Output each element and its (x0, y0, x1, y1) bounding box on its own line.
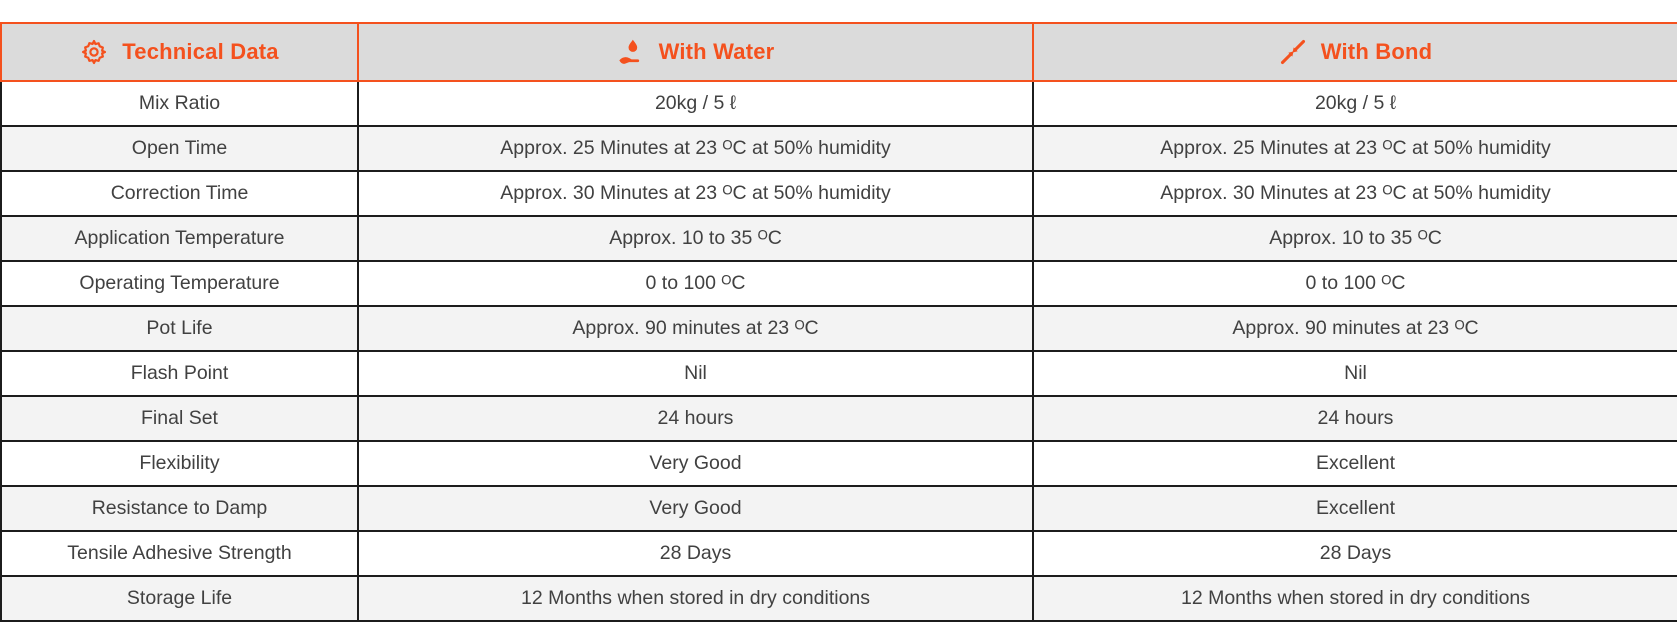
header-with-bond: With Bond (1032, 24, 1677, 80)
with-bond-cell: Approx. 30 Minutes at 23 ᴼC at 50% humid… (1032, 172, 1677, 215)
table-row: Mix Ratio 20kg / 5 ℓ 20kg / 5 ℓ (0, 82, 1677, 127)
with-water-cell: Approx. 30 Minutes at 23 ᴼC at 50% humid… (357, 172, 1032, 215)
row-label-cell: Tensile Adhesive Strength (0, 532, 357, 575)
with-bond-cell: 24 hours (1032, 397, 1677, 440)
with-water-cell: Nil (357, 352, 1032, 395)
row-label-cell: Resistance to Damp (0, 487, 357, 530)
with-bond-cell: 0 to 100 ᴼC (1032, 262, 1677, 305)
with-water-cell: Approx. 10 to 35 ᴼC (357, 217, 1032, 260)
header-label-with-water: With Water (658, 39, 775, 64)
with-water-cell: 20kg / 5 ℓ (357, 82, 1032, 125)
with-bond-cell: 20kg / 5 ℓ (1032, 82, 1677, 125)
table-row: Final Set 24 hours 24 hours (0, 397, 1677, 442)
with-water-cell: Approx. 25 Minutes at 23 ᴼC at 50% humid… (357, 127, 1032, 170)
with-bond-cell: Nil (1032, 352, 1677, 395)
header-technical-data: Technical Data (0, 24, 357, 80)
table-row: Flexibility Very Good Excellent (0, 442, 1677, 487)
with-water-cell: 28 Days (357, 532, 1032, 575)
row-label-cell: Final Set (0, 397, 357, 440)
row-label-cell: Storage Life (0, 577, 357, 620)
converging-arrows-icon (1279, 38, 1307, 66)
with-bond-cell: Approx. 10 to 35 ᴼC (1032, 217, 1677, 260)
with-water-cell: 12 Months when stored in dry conditions (357, 577, 1032, 620)
header-with-water: With Water (357, 24, 1032, 80)
table-body: Mix Ratio 20kg / 5 ℓ 20kg / 5 ℓ Open Tim… (0, 82, 1677, 622)
row-label-cell: Pot Life (0, 307, 357, 350)
table-row: Application Temperature Approx. 10 to 35… (0, 217, 1677, 262)
with-water-cell: Very Good (357, 487, 1032, 530)
table-row: Operating Temperature 0 to 100 ᴼC 0 to 1… (0, 262, 1677, 307)
with-water-cell: Approx. 90 minutes at 23 ᴼC (357, 307, 1032, 350)
row-label-cell: Flash Point (0, 352, 357, 395)
with-bond-cell: Excellent (1032, 487, 1677, 530)
with-bond-cell: Approx. 90 minutes at 23 ᴼC (1032, 307, 1677, 350)
with-water-cell: Very Good (357, 442, 1032, 485)
header-label-with-bond: With Bond (1320, 39, 1433, 64)
header-label-technical-data: Technical Data (122, 39, 279, 64)
row-label-cell: Correction Time (0, 172, 357, 215)
row-label-cell: Application Temperature (0, 217, 357, 260)
table-row: Tensile Adhesive Strength 28 Days 28 Day… (0, 532, 1677, 577)
with-water-cell: 0 to 100 ᴼC (357, 262, 1032, 305)
row-label-cell: Flexibility (0, 442, 357, 485)
technical-data-table: Technical Data With Water With Bond (0, 22, 1677, 622)
with-bond-cell: 28 Days (1032, 532, 1677, 575)
table-header-row: Technical Data With Water With Bond (0, 22, 1677, 82)
row-label-cell: Operating Temperature (0, 262, 357, 305)
table-row: Resistance to Damp Very Good Excellent (0, 487, 1677, 532)
row-label-cell: Open Time (0, 127, 357, 170)
table-row: Correction Time Approx. 30 Minutes at 23… (0, 172, 1677, 217)
with-bond-cell: 12 Months when stored in dry conditions (1032, 577, 1677, 620)
row-label-cell: Mix Ratio (0, 82, 357, 125)
with-bond-cell: Excellent (1032, 442, 1677, 485)
hand-water-drop-icon (617, 38, 645, 66)
table-row: Flash Point Nil Nil (0, 352, 1677, 397)
with-bond-cell: Approx. 25 Minutes at 23 ᴼC at 50% humid… (1032, 127, 1677, 170)
table-row: Open Time Approx. 25 Minutes at 23 ᴼC at… (0, 127, 1677, 172)
table-row: Pot Life Approx. 90 minutes at 23 ᴼC App… (0, 307, 1677, 352)
with-water-cell: 24 hours (357, 397, 1032, 440)
table-row: Storage Life 12 Months when stored in dr… (0, 577, 1677, 622)
gear-icon (80, 38, 108, 66)
